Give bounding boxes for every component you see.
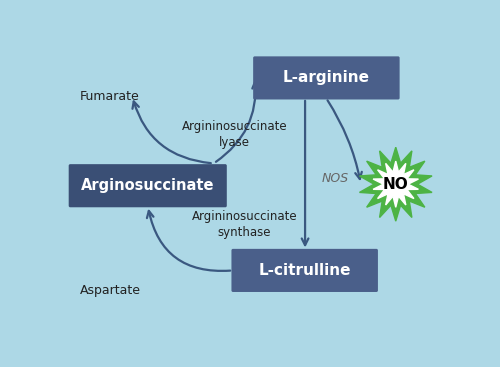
Polygon shape [360,147,432,221]
Polygon shape [373,161,418,207]
FancyBboxPatch shape [68,164,227,207]
Text: L-citrulline: L-citrulline [258,263,351,278]
Text: Fumarate: Fumarate [80,90,140,103]
Text: Aspartate: Aspartate [80,284,140,297]
Text: L-arginine: L-arginine [283,70,370,86]
Text: Arginosuccinate: Arginosuccinate [81,178,214,193]
FancyBboxPatch shape [232,249,378,292]
FancyBboxPatch shape [253,57,400,99]
Text: Argininosuccinate
synthase: Argininosuccinate synthase [192,211,298,240]
Text: NO: NO [383,177,408,192]
Text: Argininosuccinate
lyase: Argininosuccinate lyase [182,120,288,149]
Text: NOS: NOS [322,172,349,185]
